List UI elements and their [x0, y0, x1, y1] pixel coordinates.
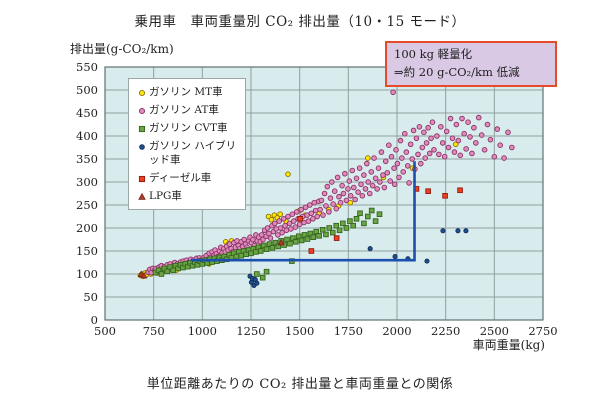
x-tick-label: 500 — [94, 324, 116, 338]
legend-label-diesel: ディーゼル車 — [149, 171, 212, 184]
x-tick-label: 1000 — [188, 324, 217, 338]
figure-caption: 単位距離あたりの CO₂ 排出量と車両重量との関係 — [146, 377, 454, 392]
at-marker-icon — [138, 108, 146, 115]
diesel-marker-icon — [138, 175, 146, 182]
y-tick-label: 500 — [76, 83, 98, 97]
legend-item-at: ガソリン AT車 — [137, 104, 239, 117]
series-diesel — [297, 186, 463, 254]
legend-item-lpg: LPG車 — [137, 190, 239, 203]
y-tick-label: 300 — [76, 175, 98, 189]
legend-item-cvt: ガソリン CVT車 — [137, 122, 239, 135]
x-tick-label: 2750 — [528, 324, 557, 338]
x-tick-label: 1500 — [285, 324, 314, 338]
annotation-line1: 100 kg 軽量化 — [394, 47, 473, 61]
y-tick-label: 550 — [76, 60, 98, 74]
x-tick-label: 750 — [143, 324, 165, 338]
plot-border — [104, 66, 544, 321]
x-tick-label: 2500 — [480, 324, 509, 338]
y-axis-title: 排出量(g-CO₂/km) — [70, 42, 174, 56]
weight-reduction-guide-line — [190, 161, 416, 262]
legend-item-diesel: ディーゼル車 — [137, 172, 239, 185]
series-cvt — [152, 207, 383, 281]
legend-label-hybrid: ガソリン ハイブリッド車 — [149, 140, 237, 166]
series-hybrid — [247, 228, 469, 289]
x-axis-title: 車両重量(kg) — [472, 338, 545, 352]
hybrid-marker-icon — [139, 144, 145, 151]
y-tick-label: 400 — [76, 129, 98, 143]
legend-label-lpg: LPG車 — [149, 189, 182, 202]
x-tick-label: 2000 — [382, 324, 411, 338]
y-tick-label: 0 — [91, 313, 98, 327]
x-tick-label: 2250 — [431, 324, 460, 338]
legend-label-at: ガソリン AT車 — [149, 104, 219, 117]
legend-label-cvt: ガソリン CVT車 — [149, 122, 228, 135]
lpg-marker-icon — [138, 192, 146, 200]
annotation-box: 100 kg 軽量化 ⇒約 20 g-CO₂/km 低減 — [385, 41, 557, 87]
legend-label-mt: ガソリン MT車 — [149, 86, 223, 98]
chart-title: 乗用車 車両重量別 CO₂ 排出量（10・15 モード） — [134, 14, 466, 30]
y-tick-label: 100 — [76, 267, 98, 281]
x-tick-label: 1750 — [334, 324, 363, 338]
y-tick-label: 450 — [76, 106, 98, 120]
series-lpg — [137, 238, 285, 279]
legend-item-hybrid: ガソリン ハイブリッド車 — [137, 140, 239, 166]
mt-marker-icon — [138, 89, 146, 97]
annotation-line2: ⇒約 20 g-CO₂/km 低減 — [394, 64, 520, 79]
legend-item-mt: ガソリン MT車 — [137, 86, 239, 99]
cvt-marker-icon — [138, 126, 146, 133]
y-tick-label: 150 — [76, 244, 98, 258]
x-tick-label: 1250 — [236, 324, 265, 338]
legend: ガソリン MT車 ガソリン AT車 ガソリン CVT車ガソリン ハイブリッド車ディー… — [128, 78, 246, 210]
y-tick-label: 200 — [76, 221, 98, 235]
y-tick-label: 350 — [76, 152, 98, 166]
y-tick-label: 250 — [76, 198, 98, 212]
y-tick-label: 50 — [83, 290, 98, 304]
